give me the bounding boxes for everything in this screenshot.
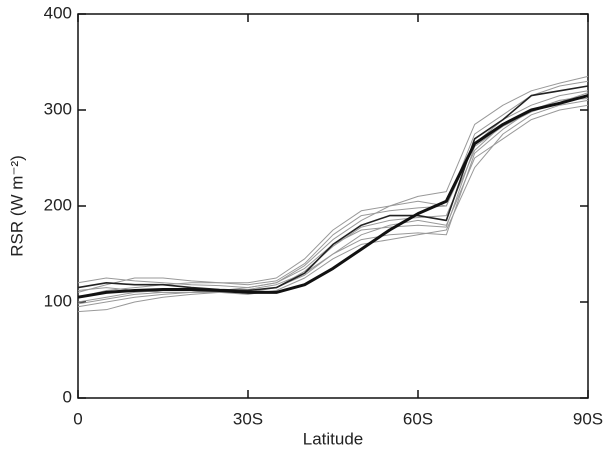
series-line: [77, 80, 589, 293]
series-line: [77, 97, 589, 305]
x-tick-label: 0: [73, 409, 82, 428]
series-line: [77, 75, 589, 289]
series-line: [77, 85, 589, 292]
series-line: [77, 104, 589, 313]
x-tick-label: 30S: [233, 409, 263, 428]
series-line: [77, 95, 589, 308]
series-line: [77, 99, 589, 303]
x-tick-label: 90S: [573, 409, 603, 428]
y-tick-label: 400: [44, 3, 72, 22]
x-tick-label: 60S: [403, 409, 433, 428]
y-tick-label: 200: [44, 195, 72, 214]
x-axis-label: Latitude: [303, 429, 364, 448]
series-line: [77, 94, 589, 299]
y-axis-label: RSR (W m⁻²): [7, 155, 26, 257]
y-tick-label: 300: [44, 99, 72, 118]
series-line: [77, 92, 589, 293]
plot-frame: [77, 13, 589, 399]
y-tick-label: 0: [63, 387, 72, 406]
y-tick-label: 100: [44, 291, 72, 310]
